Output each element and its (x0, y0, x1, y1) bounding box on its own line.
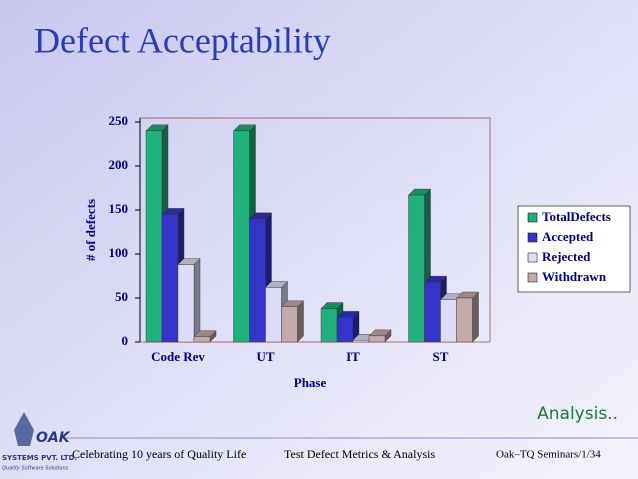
bar (177, 264, 195, 343)
bar-side (297, 300, 304, 343)
bar (336, 317, 354, 343)
legend-label: TotalDefects (542, 209, 611, 224)
bar (145, 130, 163, 343)
bar-side (193, 258, 201, 343)
y-tick-label: 150 (109, 201, 129, 216)
bar (368, 335, 386, 343)
bar (193, 336, 211, 343)
bar (161, 214, 179, 343)
bar (265, 287, 282, 343)
x-tick-label: UT (256, 349, 274, 364)
legend-label: Withdrawn (542, 269, 607, 284)
bar (352, 340, 370, 343)
bar (320, 308, 338, 343)
y-tick-label: 200 (109, 157, 129, 172)
bar-side (472, 291, 479, 343)
y-axis-label: # of defects (83, 199, 98, 261)
bar (440, 299, 457, 343)
logo-mark (14, 412, 34, 446)
bar (408, 194, 425, 343)
bar (456, 297, 473, 343)
bar (281, 306, 298, 343)
legend-swatch (527, 232, 538, 243)
legend-swatch (527, 252, 538, 263)
footer-right: Oak–TQ Seminars/1/34 (496, 449, 601, 461)
y-tick-label: 100 (109, 245, 129, 260)
y-tick-label: 50 (115, 289, 128, 304)
y-tick-label: 0 (122, 333, 129, 348)
x-tick-label: Code Rev (151, 349, 205, 364)
logo-tagline: Quality Software Solutions (2, 466, 69, 472)
bar (233, 130, 250, 343)
analysis-note: Analysis.. (537, 404, 618, 424)
x-tick-label: ST (433, 349, 449, 364)
logo-name: OAK (36, 430, 71, 446)
logo-sub: SYSTEMS PVT. LTD. (2, 454, 77, 462)
bar (249, 218, 266, 343)
slide-title: Defect Acceptability (34, 20, 331, 60)
legend-label: Accepted (542, 229, 594, 244)
x-axis-label: Phase (294, 375, 327, 390)
bar (424, 281, 441, 343)
legend-swatch (527, 212, 538, 223)
legend-swatch (527, 272, 538, 283)
x-tick-label: IT (346, 349, 360, 364)
footer-center: Test Defect Metrics & Analysis (284, 447, 435, 461)
footer-left: Celebrating 10 years of Quality Life (72, 447, 246, 461)
legend-label: Rejected (542, 249, 591, 264)
y-tick-label: 250 (109, 113, 129, 128)
